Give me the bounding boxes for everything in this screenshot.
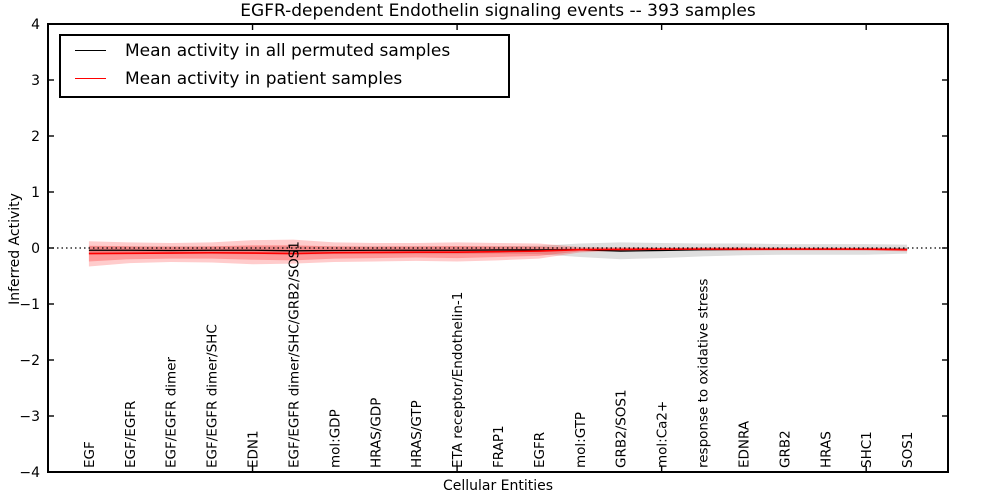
x-category-label: SHC1 xyxy=(859,431,875,468)
legend-label: Mean activity in all permuted samples xyxy=(125,41,451,61)
x-category-label: GRB2 xyxy=(777,430,793,468)
patient-samples-range-outer-band xyxy=(88,239,908,267)
y-tick-label: −2 xyxy=(19,353,40,369)
legend-line-sample-red xyxy=(75,78,106,79)
series-lines xyxy=(88,248,908,255)
x-category-label: EGF/EGFR xyxy=(123,401,139,468)
y-tick-label: −4 xyxy=(19,465,40,481)
x-category-label: mol:GTP xyxy=(573,412,589,468)
x-category-label: EDNRA xyxy=(736,420,752,468)
axis-ticks xyxy=(48,23,948,473)
legend: Mean activity in all permuted samples Me… xyxy=(59,34,510,98)
y-tick-label: 0 xyxy=(31,241,40,257)
y-tick-labels: −4 −3 −2 −1 0 1 2 3 4 xyxy=(19,17,40,481)
legend-line-sample-black xyxy=(75,50,106,51)
y-tick-label: 4 xyxy=(31,17,40,33)
x-category-label: HRAS/GTP xyxy=(409,400,425,468)
patient-mean-line xyxy=(88,248,908,255)
x-category-label: SOS1 xyxy=(900,432,916,468)
x-category-label: response to oxidative stress xyxy=(696,279,712,468)
y-tick-label: 1 xyxy=(31,185,40,201)
x-category-label: mol:GDP xyxy=(327,409,343,468)
legend-entry-permuted: Mean activity in all permuted samples xyxy=(61,37,508,65)
legend-label: Mean activity in patient samples xyxy=(125,69,403,89)
x-category-label: mol:Ca2+ xyxy=(655,401,671,468)
chart-title: EGFR-dependent Endothelin signaling even… xyxy=(240,1,756,21)
permuted-samples-range-band xyxy=(88,242,908,260)
x-category-label: EGFR xyxy=(532,432,548,468)
y-tick-label: −3 xyxy=(19,409,40,425)
y-tick-label: 2 xyxy=(31,129,40,145)
x-category-label: EDN1 xyxy=(246,430,262,468)
legend-entry-patient: Mean activity in patient samples xyxy=(61,65,508,93)
x-category-label: EGF/EGFR dimer/SHC/GRB2/SOS1 xyxy=(286,241,302,468)
x-category-label: FRAP1 xyxy=(491,425,507,468)
x-category-label: GRB2/SOS1 xyxy=(614,389,630,468)
x-category-label: HRAS/GDP xyxy=(368,398,384,468)
y-axis-label: Inferred Activity xyxy=(7,193,23,305)
x-category-label: ETA receptor/Endothelin-1 xyxy=(450,292,466,468)
x-category-label: EGF xyxy=(82,441,98,468)
y-tick-label: 3 xyxy=(31,73,40,89)
x-category-label: HRAS xyxy=(818,431,834,468)
x-category-labels: EGF EGF/EGFR EGF/EGFR dimer EGF/EGFR dimer/… xyxy=(82,241,916,468)
x-axis-label: Cellular Entities xyxy=(442,478,554,494)
x-category-label: EGF/EGFR dimer/SHC xyxy=(205,324,221,468)
x-category-label: EGF/EGFR dimer xyxy=(164,356,180,468)
y-tick-label: −1 xyxy=(19,297,40,313)
